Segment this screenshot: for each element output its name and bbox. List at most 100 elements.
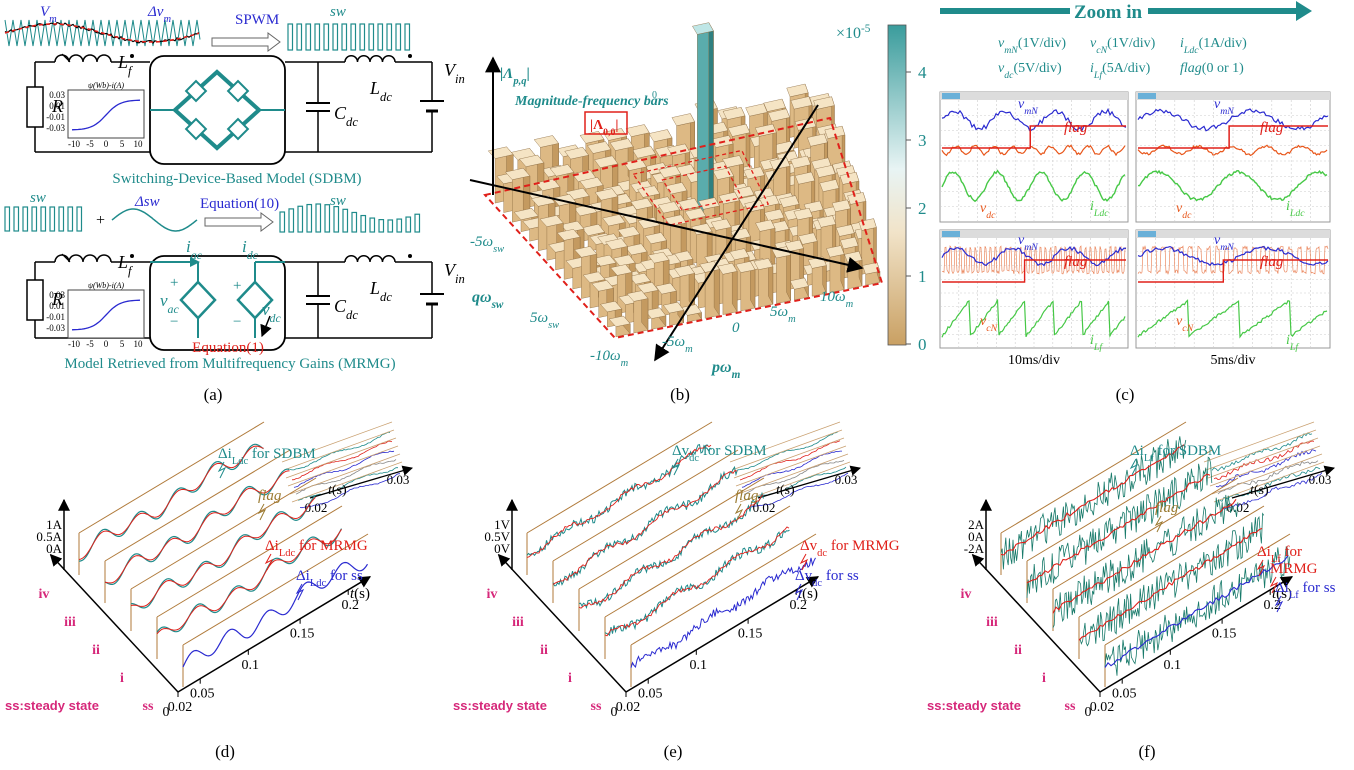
- label: +: [233, 278, 241, 294]
- signal-label: Δvdc for MRMG: [800, 538, 900, 559]
- zoom-arrowhead: [1296, 1, 1312, 21]
- inset-trace: [1216, 450, 1316, 487]
- scope-header: [1138, 231, 1156, 237]
- label: pωm: [710, 359, 741, 381]
- scope-header: [940, 92, 1128, 100]
- zoom-bar: [1148, 8, 1298, 14]
- scope-header: [942, 231, 960, 237]
- label: sw: [30, 190, 46, 206]
- label-part: mN: [1220, 242, 1234, 253]
- pulse: [352, 212, 357, 232]
- label-part: (s): [354, 586, 370, 602]
- label-part: dc: [380, 90, 392, 104]
- legend-entry-part: cN: [1096, 45, 1107, 56]
- pulse: [361, 216, 366, 232]
- time-axis: [178, 577, 370, 692]
- signal-label-part: Δi: [1257, 544, 1271, 560]
- pulse: [288, 24, 293, 50]
- legend-entry: vdc(5V/div): [998, 61, 1062, 81]
- label: −: [233, 314, 241, 330]
- y-tick-label: -2A: [964, 541, 985, 556]
- legend-entry-part: (0 or 1): [1202, 61, 1244, 76]
- signal-label-part: for ss: [326, 568, 363, 584]
- legend-entry: flag(0 or 1): [1180, 61, 1244, 76]
- pulse: [378, 24, 383, 50]
- signal-label-part: Lf: [1144, 453, 1154, 464]
- pulse: [406, 217, 411, 232]
- row-label: i: [568, 671, 572, 686]
- inset-x-tick: -5: [86, 339, 94, 349]
- legend-entry: iLf(5A/div): [1090, 61, 1151, 81]
- label-part: p,q: [512, 76, 526, 87]
- row-frame: [157, 506, 342, 617]
- x-tick-label: 0.15: [290, 627, 315, 642]
- flow-arrow: [212, 33, 280, 51]
- label: Ldc: [369, 278, 392, 304]
- pulse: [297, 24, 302, 50]
- row-label: ii: [92, 643, 100, 658]
- dot: [130, 254, 134, 258]
- row-trace: [579, 495, 763, 609]
- q-tick-part: 5ω: [530, 310, 548, 326]
- label: Equation(10): [200, 196, 279, 212]
- row-label: iv: [487, 587, 498, 602]
- row-trace: [631, 558, 816, 668]
- label: Equation(1): [192, 340, 264, 356]
- scope-header: [942, 93, 960, 99]
- label: iac: [186, 237, 203, 262]
- row-label: ss: [143, 699, 154, 714]
- p-tick-part: 10ω: [820, 289, 846, 305]
- p-tick-part: m: [788, 314, 796, 325]
- inset-trace: [1220, 467, 1320, 501]
- p-tick-part: 5ω: [770, 304, 788, 320]
- label-part: ac: [191, 248, 203, 262]
- signal-label: flag: [1155, 500, 1179, 516]
- label: Cdc: [334, 296, 358, 322]
- row-label: iii: [512, 615, 524, 630]
- label: ss:steady state: [5, 698, 99, 713]
- figure: VmΔvmSPWMswψ(Wb)-i(A)0.030.01-0.01-0.03-…: [0, 0, 1354, 770]
- pulse: [343, 209, 348, 232]
- row-trace: [105, 469, 290, 584]
- inductor: [345, 256, 395, 262]
- label: idc: [242, 237, 259, 262]
- signal-label-part: Ldc: [232, 456, 249, 467]
- row-frame: [131, 478, 316, 589]
- pulse: [5, 207, 10, 231]
- label-part: |: [615, 118, 618, 133]
- label-part: dc: [346, 308, 358, 322]
- x-tick-label: 0.15: [1212, 627, 1237, 642]
- inset-tick: 0.03: [1309, 472, 1332, 487]
- pointer: [1156, 516, 1162, 532]
- signal-label: Δvdc for SDBM: [672, 443, 767, 464]
- label: +: [170, 275, 178, 291]
- legend-entry-part: mN: [1004, 45, 1018, 56]
- signal-label-part: for ss: [822, 568, 859, 584]
- pulse: [306, 24, 311, 50]
- label: 5ms/div: [1210, 353, 1255, 368]
- label: −: [170, 314, 178, 330]
- pulse: [32, 207, 37, 231]
- row-label: iv: [961, 587, 972, 602]
- label: t(s): [350, 586, 370, 602]
- inset-x-tick: -5: [86, 139, 94, 149]
- label-part: qω: [472, 289, 492, 306]
- signal-label: flag: [258, 488, 282, 504]
- label: R: [51, 96, 63, 116]
- core-mark: [62, 254, 70, 262]
- label-part: L: [369, 278, 380, 298]
- q-tick-part: -5ω: [470, 234, 493, 250]
- inset-trace: [1214, 441, 1314, 480]
- row-frame: [105, 450, 290, 561]
- label-part: 0,0: [603, 127, 615, 138]
- label: sw: [330, 4, 346, 20]
- label: (f): [1139, 742, 1156, 761]
- label-part: dc: [270, 311, 282, 325]
- label: Vm: [40, 4, 57, 25]
- inset-tick: 0.03: [835, 472, 858, 487]
- x-tick-label: 0.02: [616, 700, 641, 715]
- pulse: [14, 207, 19, 231]
- legend-entry-part: (1V/div): [1018, 36, 1067, 51]
- label: Cdc: [334, 103, 358, 129]
- row-label: ii: [1014, 643, 1022, 658]
